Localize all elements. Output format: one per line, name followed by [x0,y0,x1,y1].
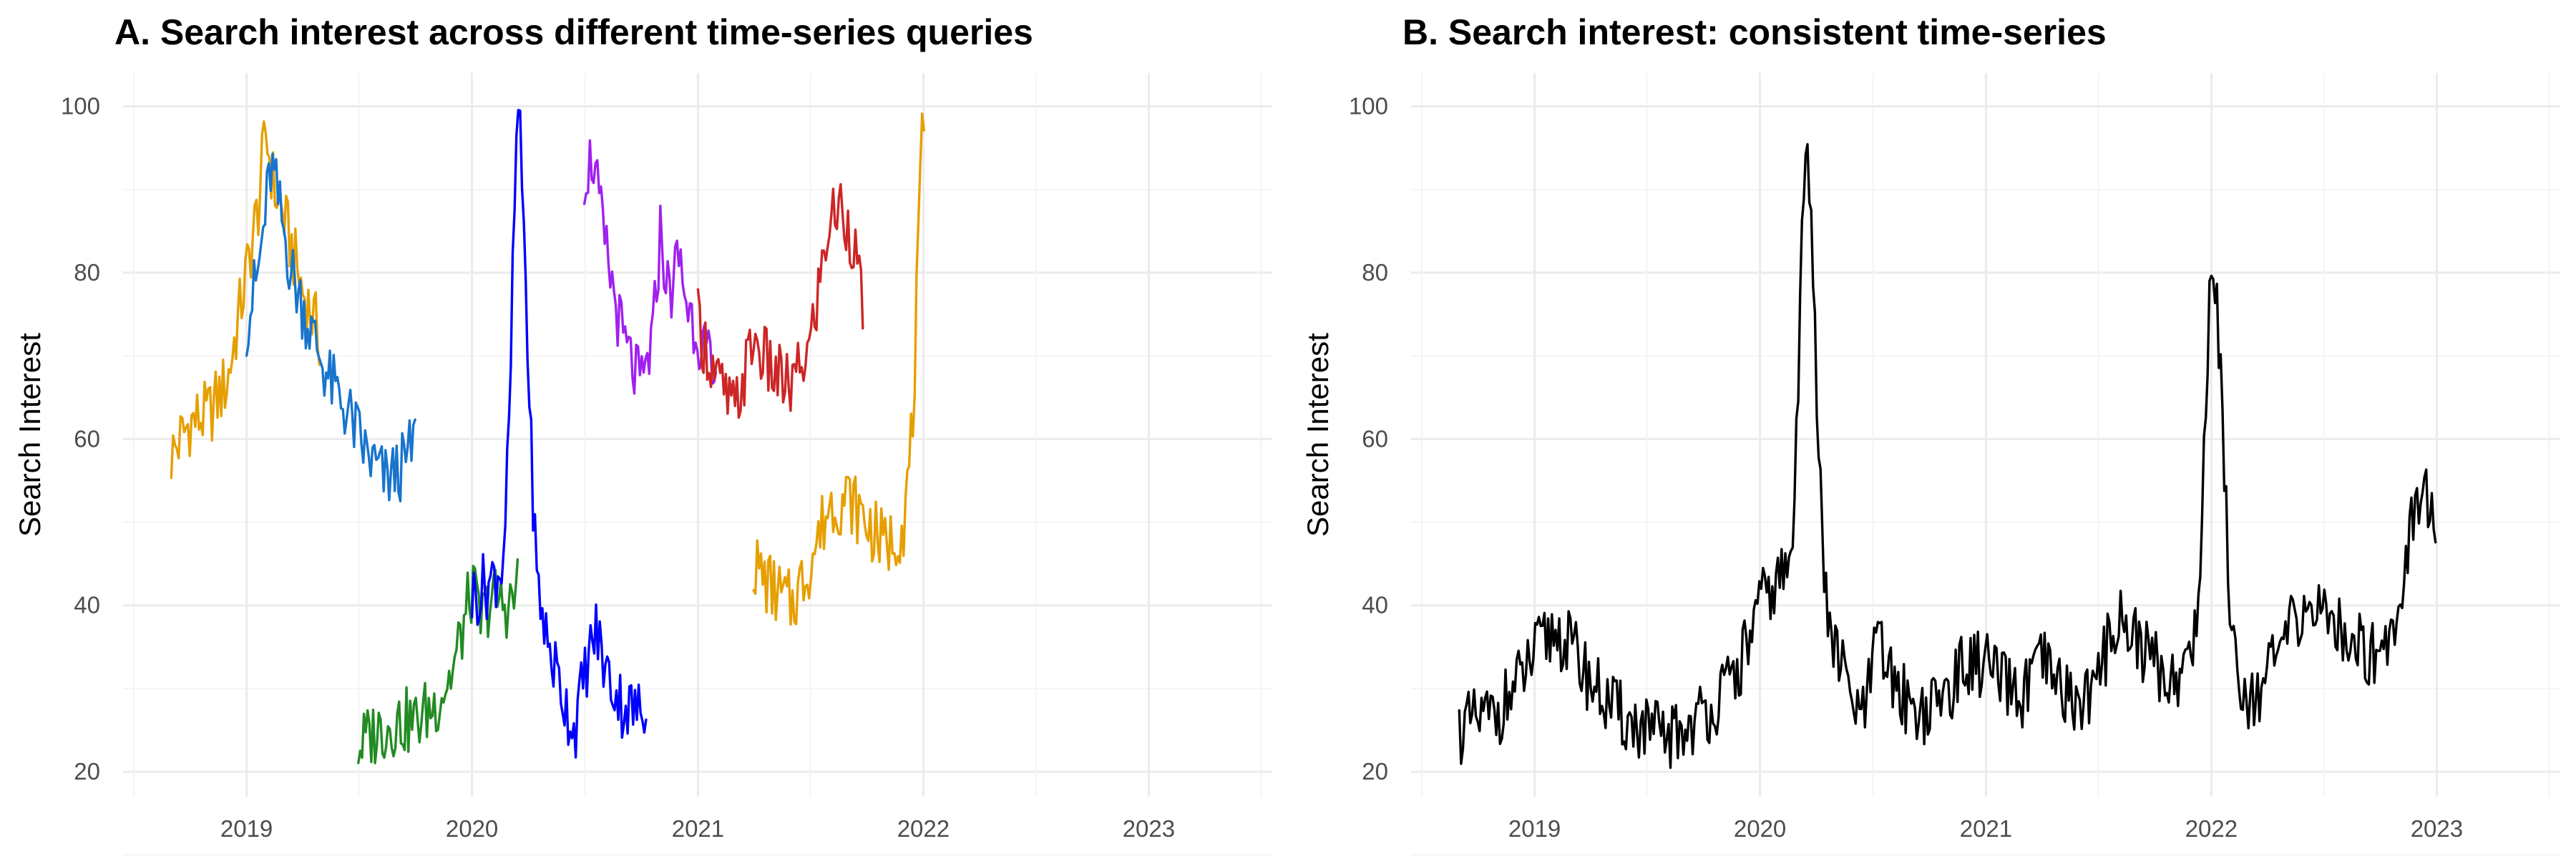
x-tick-label: 2020 [446,815,498,842]
series-line [1458,142,2437,770]
y-tick-label: 40 [74,592,100,618]
y-tick-label: 40 [1362,592,1388,618]
series-lines [1458,142,2437,770]
x-tick-label: 2021 [672,815,724,842]
chart-title: A. Search interest across different time… [114,12,1033,52]
y-tick-label: 20 [1362,758,1388,785]
series-line [470,109,648,759]
series-line [752,112,926,626]
x-tick-label: 2019 [220,815,273,842]
x-tick-labels: 2019 2020 2021 2022 2023 [1508,815,2463,842]
chart-panel-b: B. Search interest: consistent time-seri… [1301,12,2560,856]
y-tick-label: 60 [74,425,100,452]
series-line [357,558,519,765]
series-line [170,120,321,480]
x-tick-label: 2019 [1508,815,1561,842]
x-tick-label: 2023 [2411,815,2463,842]
y-tick-labels: 20 40 60 80 100 [1349,92,1388,785]
y-axis-label: Search Interest [1301,333,1335,537]
x-tick-label: 2023 [1123,815,1175,842]
series-line [245,152,416,503]
x-tick-label: 2022 [897,815,950,842]
series-line [582,139,718,395]
x-tick-label: 2021 [1960,815,2012,842]
y-tick-label: 80 [74,259,100,286]
x-tick-label: 2022 [2185,815,2238,842]
series-lines [170,109,926,765]
y-tick-label: 60 [1362,425,1388,452]
series-line [696,183,864,419]
x-tick-label: 2020 [1734,815,1786,842]
chart-panel-a: A. Search interest across different time… [13,12,1272,856]
chart-title: B. Search interest: consistent time-seri… [1402,12,2107,52]
y-tick-labels: 20 40 60 80 100 [61,92,100,785]
y-tick-label: 20 [74,758,100,785]
y-tick-label: 100 [61,92,100,119]
y-axis-label: Search Interest [13,333,47,537]
y-tick-label: 80 [1362,259,1388,286]
gridlines [1411,73,2560,856]
x-tick-labels: 2019 2020 2021 2022 2023 [220,815,1175,842]
gridlines [123,73,1272,856]
y-tick-label: 100 [1349,92,1388,119]
